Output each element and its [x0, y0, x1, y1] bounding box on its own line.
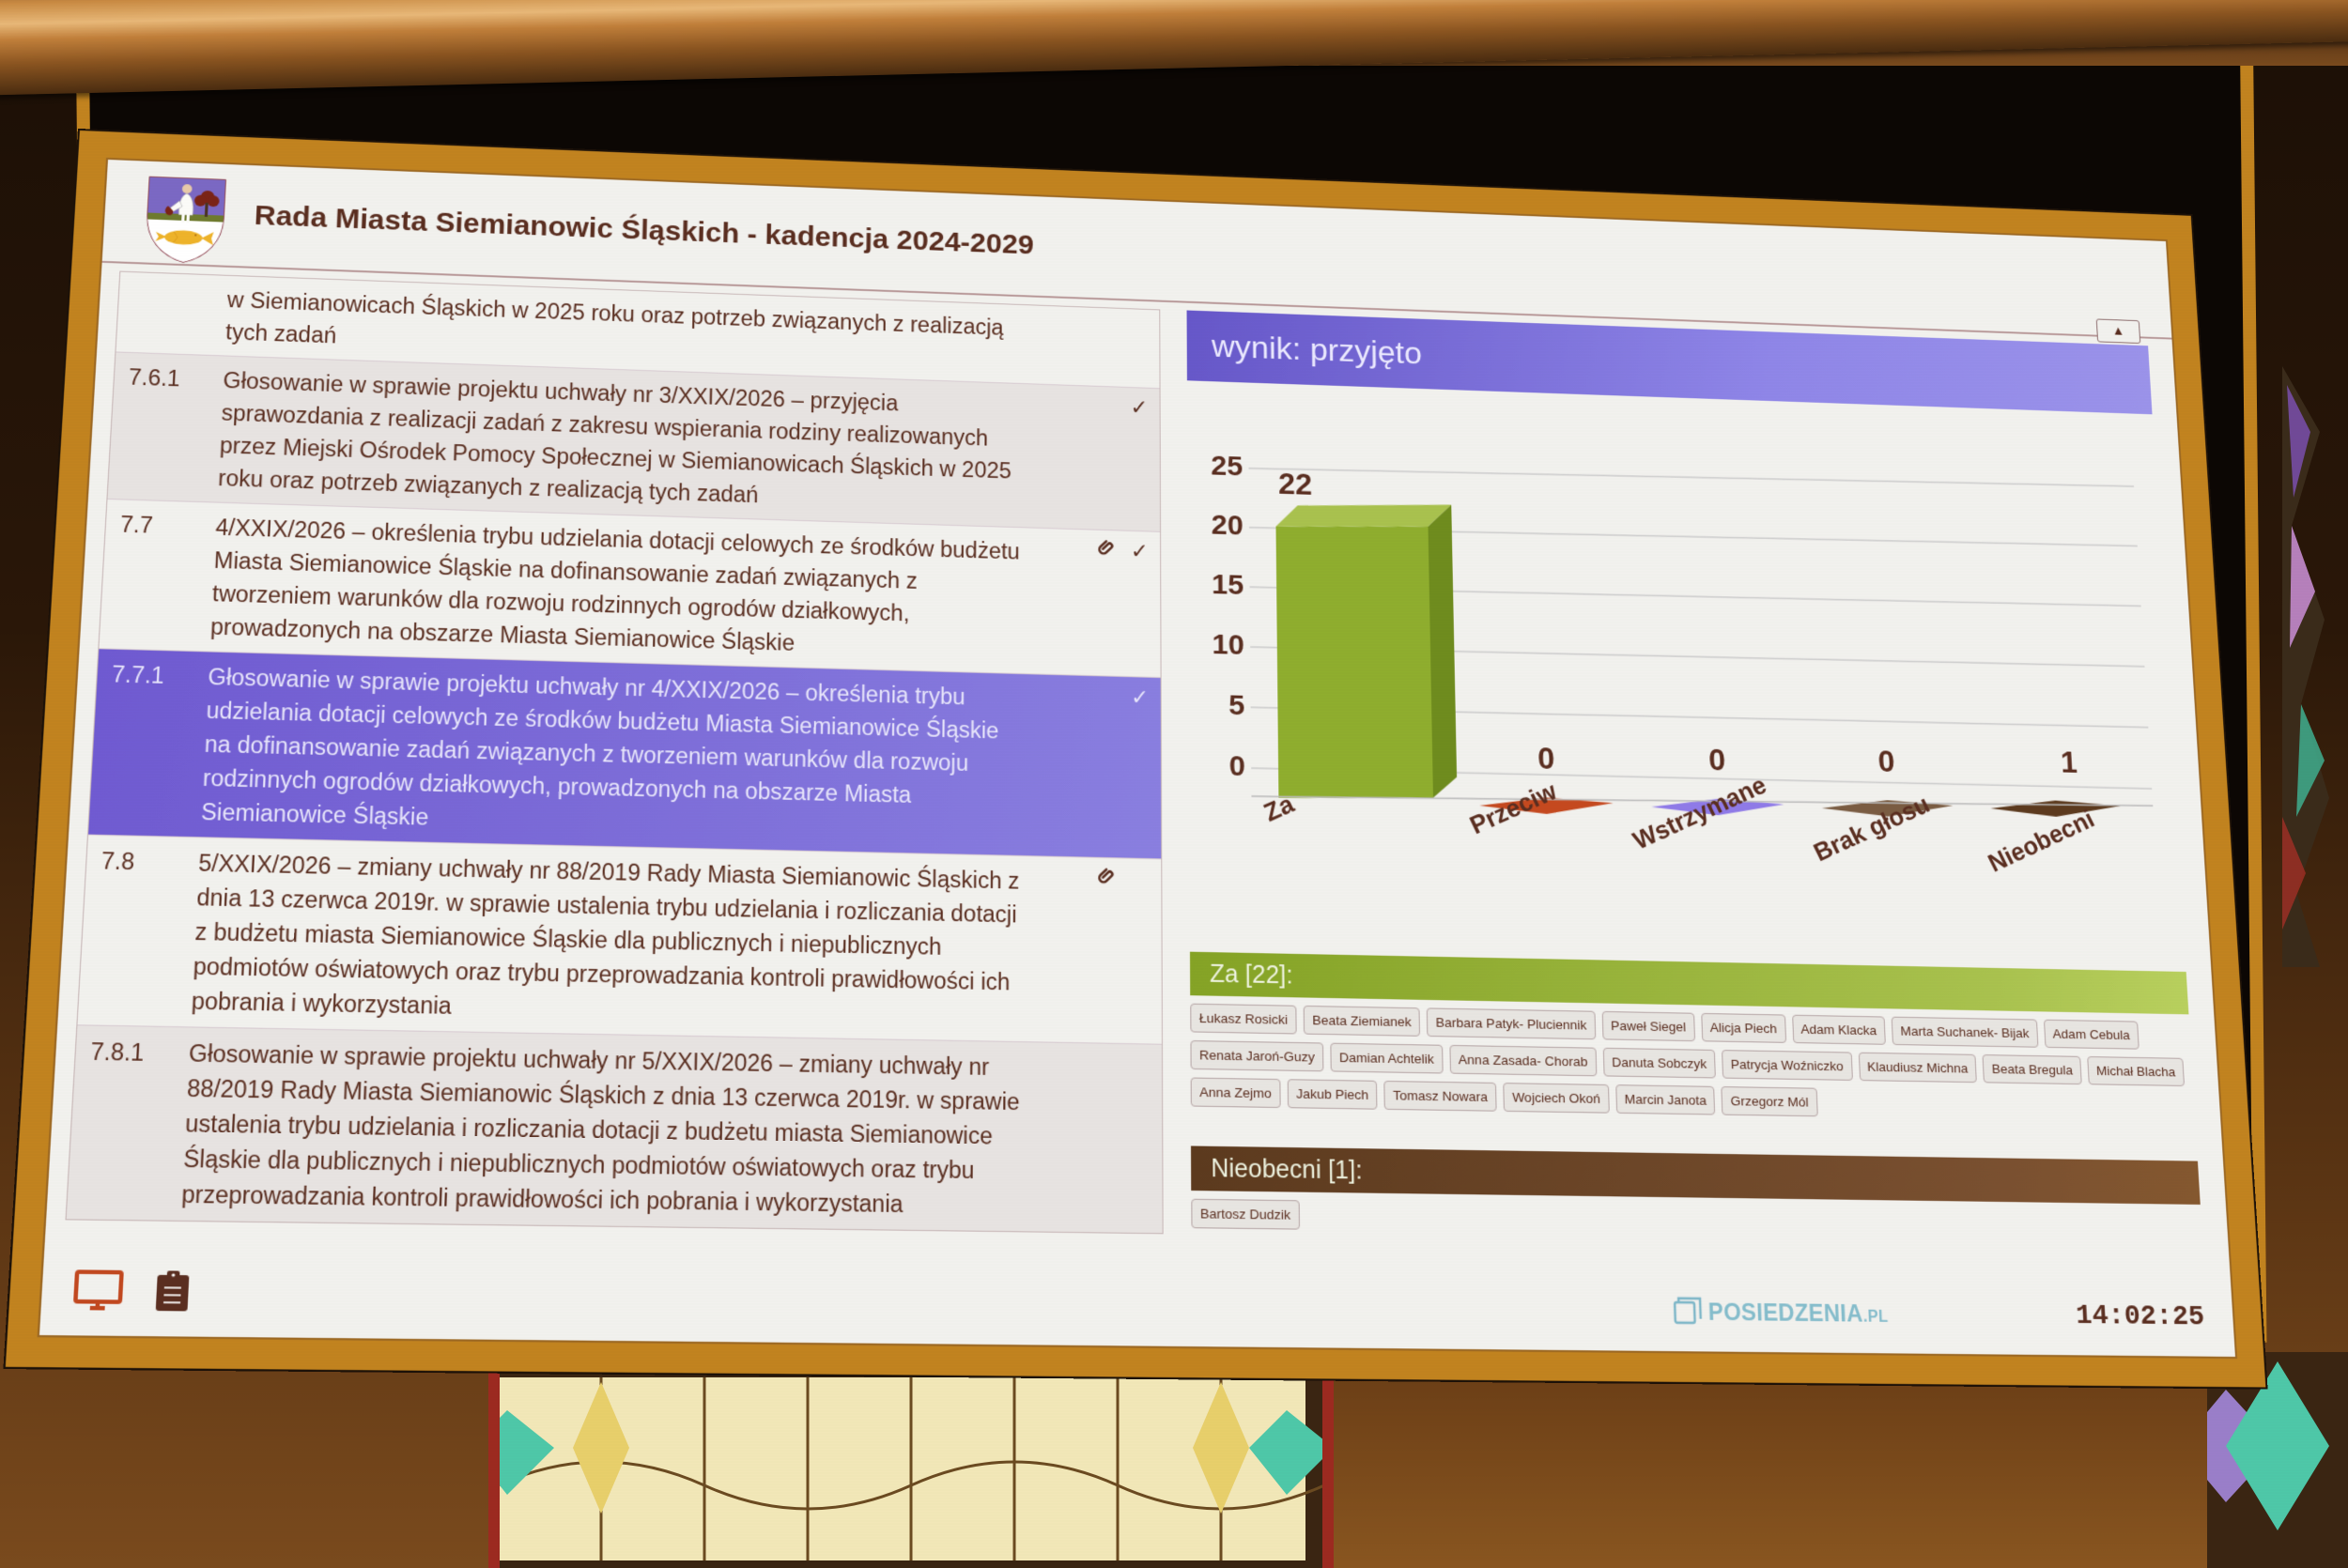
svg-text:0: 0 [1229, 749, 1246, 783]
svg-text:25: 25 [1211, 449, 1243, 482]
svg-text:Nieobecni: Nieobecni [1984, 805, 2099, 878]
svg-text:0: 0 [1877, 744, 1895, 778]
svg-text:15: 15 [1212, 567, 1244, 600]
svg-text:Przeciw: Przeciw [1465, 776, 1561, 840]
svg-text:5: 5 [1228, 688, 1244, 721]
svg-text:Brak głosu: Brak głosu [1809, 790, 1934, 867]
svg-text:10: 10 [1213, 627, 1245, 661]
svg-text:0: 0 [1537, 741, 1555, 776]
svg-text:Wstrzymane: Wstrzymane [1629, 770, 1770, 854]
svg-text:1: 1 [2060, 745, 2078, 779]
svg-text:0: 0 [1708, 742, 1726, 776]
svg-text:22: 22 [1278, 467, 1312, 501]
svg-text:20: 20 [1212, 508, 1244, 541]
